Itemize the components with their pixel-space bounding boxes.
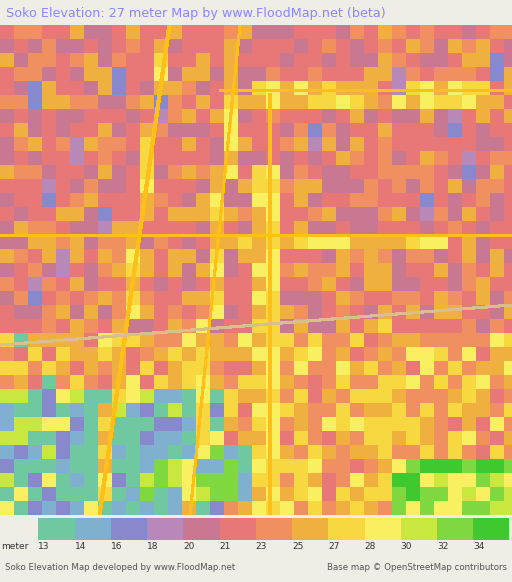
Text: Base map © OpenStreetMap contributors: Base map © OpenStreetMap contributors [327, 562, 507, 572]
Text: 18: 18 [147, 542, 159, 551]
Bar [38, 519, 75, 540]
Bar [256, 519, 292, 540]
Text: Soko Elevation: 27 meter Map by www.FloodMap.net (beta): Soko Elevation: 27 meter Map by www.Floo… [6, 7, 386, 20]
Text: 23: 23 [256, 542, 267, 551]
Bar [292, 519, 328, 540]
Bar [437, 519, 473, 540]
Text: 34: 34 [473, 542, 484, 551]
Bar [365, 519, 401, 540]
Text: 13: 13 [38, 542, 50, 551]
Text: 16: 16 [111, 542, 122, 551]
Bar [220, 519, 256, 540]
Bar [401, 519, 437, 540]
Text: 21: 21 [220, 542, 231, 551]
Text: 25: 25 [292, 542, 304, 551]
Text: 32: 32 [437, 542, 449, 551]
Text: 27: 27 [328, 542, 339, 551]
Text: 30: 30 [401, 542, 412, 551]
Text: meter: meter [1, 542, 28, 551]
Text: 20: 20 [183, 542, 195, 551]
Bar [75, 519, 111, 540]
Bar [328, 519, 365, 540]
Bar [473, 519, 509, 540]
Bar [147, 519, 183, 540]
Bar [111, 519, 147, 540]
Text: 28: 28 [365, 542, 376, 551]
Text: 14: 14 [75, 542, 86, 551]
Bar [183, 519, 220, 540]
Text: Soko Elevation Map developed by www.FloodMap.net: Soko Elevation Map developed by www.Floo… [5, 562, 236, 572]
